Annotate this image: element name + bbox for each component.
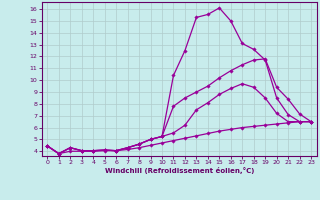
X-axis label: Windchill (Refroidissement éolien,°C): Windchill (Refroidissement éolien,°C) [105,167,254,174]
